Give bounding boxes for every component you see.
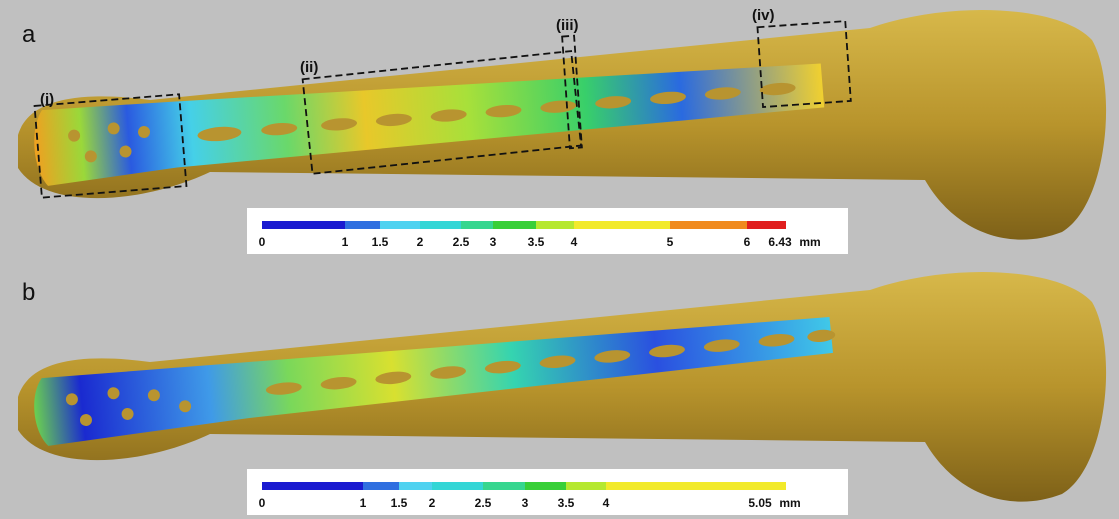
colorbar-tick-label: 1.5 — [391, 496, 408, 510]
colorbar-segment — [574, 221, 670, 229]
colorbar-segment — [483, 482, 525, 490]
panel-b-art — [18, 272, 1106, 502]
colorbar-segment — [606, 482, 786, 490]
colorbar-tick-label: 4 — [571, 235, 578, 249]
colorbar-segment — [566, 482, 606, 490]
colorbar-segment — [670, 221, 747, 229]
colorbar-tick-label: 3.5 — [558, 496, 575, 510]
colorbar-tick-label: 6 — [744, 235, 751, 249]
colorbar-segment — [420, 221, 461, 229]
colorbar-box — [247, 208, 848, 254]
colorbar-unit: mm — [779, 496, 800, 510]
panel-label: b — [22, 279, 35, 306]
colorbar-segment — [432, 482, 483, 490]
figure: a b (i) (ii) (iii) (iv) 0 1 1.5 2 2.5 3 3.5 4 5 6… — [0, 0, 1119, 519]
region-label: (iii) — [556, 17, 579, 34]
colorbar-segment — [536, 221, 574, 229]
region-label: (ii) — [300, 59, 318, 76]
colorbar-segment — [399, 482, 432, 490]
colorbar-tick-label: 2 — [429, 496, 436, 510]
colorbar-segment — [262, 221, 345, 229]
panel-label: a — [22, 21, 36, 48]
colorbar-tick-label: 5 — [667, 235, 674, 249]
colorbar-segment — [363, 482, 399, 490]
colorbar-tick-label: 1 — [342, 235, 349, 249]
colorbar-tick-label: 2.5 — [453, 235, 470, 249]
colorbar-segment — [493, 221, 536, 229]
colorbar-segment — [525, 482, 566, 490]
colorbar-tick-label: 5.05 — [748, 496, 772, 510]
colorbar-segment — [461, 221, 493, 229]
region-label: (i) — [40, 91, 54, 108]
colorbar-tick-label: 2 — [417, 235, 424, 249]
colorbar-tick-label: 1 — [360, 496, 367, 510]
colorbar-segment — [747, 221, 786, 229]
panel-a-art — [18, 10, 1106, 240]
colorbar-tick-label: 3 — [490, 235, 497, 249]
colorbar-segment — [380, 221, 420, 229]
colorbar-unit: mm — [799, 235, 820, 249]
colorbar-tick-label: 4 — [603, 496, 610, 510]
colorbar-segment — [262, 482, 363, 490]
colorbar-tick-label: 2.5 — [475, 496, 492, 510]
colorbar-tick-label: 6.43 — [768, 235, 792, 249]
colorbar-tick-label: 3.5 — [528, 235, 545, 249]
colorbar-tick-label: 0 — [259, 496, 266, 510]
colorbar-tick-label: 0 — [259, 235, 266, 249]
colorbar-tick-label: 1.5 — [372, 235, 389, 249]
colorbar-tick-label: 3 — [522, 496, 529, 510]
region-label: (iv) — [752, 7, 775, 24]
colorbar-segment — [345, 221, 380, 229]
